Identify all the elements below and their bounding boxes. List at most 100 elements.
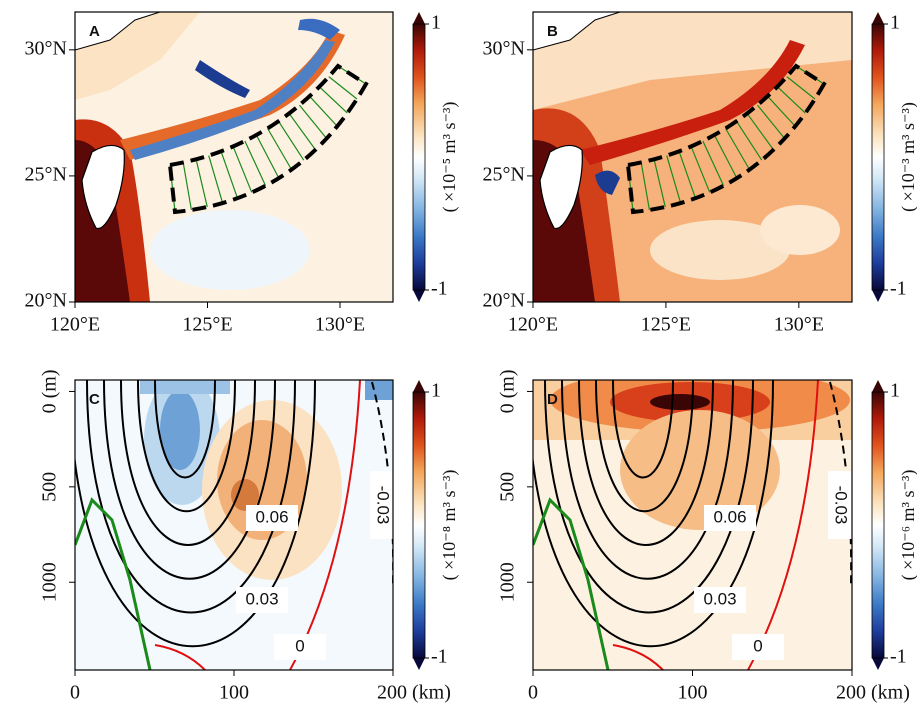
x-tick-label: 130°E: [774, 314, 824, 336]
contour-label: 0.03: [703, 589, 736, 608]
section-line: [309, 95, 338, 127]
colorbar-tip: [413, 12, 425, 24]
y-tick-label: 25°N: [483, 164, 525, 186]
x-tick-label: 100: [678, 682, 708, 704]
section-line: [735, 120, 763, 161]
section-line: [298, 104, 328, 139]
colorbar-label: ( ×10⁻⁸ m³ s⁻³): [439, 470, 460, 581]
colorbar-tip: [872, 380, 884, 392]
colorbar: [871, 23, 885, 291]
contour-line: [154, 380, 216, 479]
colorbar-tip: [413, 380, 425, 392]
panel-letter: A: [89, 23, 100, 40]
contour-line: [578, 380, 714, 546]
section-line: [690, 146, 711, 193]
contour-label-bg: [732, 634, 784, 660]
contour-label: 0.06: [255, 507, 288, 526]
section-line: [267, 128, 293, 170]
panel-letter: B: [547, 23, 558, 40]
y-tick-label: 30°N: [25, 37, 67, 59]
axes-frame: [74, 11, 394, 303]
contour-label: 0.03: [245, 589, 278, 608]
section-line: [746, 113, 774, 151]
section-line: [678, 151, 697, 199]
section-line: [725, 128, 751, 170]
contour-label-bg: [370, 471, 394, 539]
contour-label-bg: [704, 505, 756, 531]
colorbar-tick-label: 1: [890, 12, 900, 34]
x-tick-label: 130°E: [315, 314, 365, 336]
colorbar-tick-label: 1: [431, 380, 441, 402]
section-line: [702, 140, 725, 187]
colorbar-label: ( ×10⁻³ m³ s⁻³): [898, 102, 917, 212]
contour-zero: [154, 644, 206, 670]
axes-frame: [532, 11, 853, 303]
y-tick-label: 20°N: [25, 290, 67, 312]
section-line: [208, 155, 224, 204]
field-a: [75, 12, 393, 302]
section-line: [756, 104, 786, 139]
x-tick-label: 0: [528, 682, 538, 704]
section-line: [277, 120, 305, 161]
contour-line: [86, 380, 296, 614]
section-line: [255, 134, 280, 179]
section-line: [666, 155, 682, 204]
section-line: [640, 162, 650, 211]
contour-label-bg: [828, 471, 852, 539]
contour-line: [533, 380, 774, 647]
colorbar-tick-label: -1: [431, 278, 448, 300]
colorbar-tip: [872, 290, 884, 302]
topography: [75, 497, 152, 670]
contour-label-bg: [246, 505, 298, 531]
topography: [533, 497, 610, 670]
section-line: [713, 134, 738, 179]
y-tick-label: 0 (m): [39, 370, 61, 414]
contour-label: -0.03: [374, 486, 393, 525]
colorbar-tick-label: -1: [890, 278, 907, 300]
contour-line: [544, 380, 754, 614]
section-line: [653, 159, 666, 208]
section-line: [318, 86, 348, 114]
contour-label: -0.03: [832, 486, 851, 525]
y-tick-label: 500: [497, 472, 519, 502]
x-tick-label: 120°E: [50, 314, 100, 336]
y-tick-label: 500: [39, 472, 61, 502]
contour-label: 0: [753, 636, 762, 655]
contour-line: [561, 380, 734, 580]
contour-label: 0.06: [713, 507, 746, 526]
contours: [533, 380, 852, 670]
section-line: [328, 76, 358, 100]
x-tick-label: 125°E: [641, 314, 691, 336]
contour-line: [75, 380, 316, 647]
section-line: [288, 113, 316, 151]
contour-zero: [612, 644, 664, 670]
colorbar-label: ( ×10⁻⁵ m³ s⁻³): [439, 102, 460, 213]
y-tick-label: 30°N: [483, 37, 525, 59]
contour-label-bg: [236, 587, 288, 613]
section-line: [767, 95, 796, 127]
contour-line: [137, 380, 236, 513]
y-tick-label: 0 (m): [497, 370, 519, 414]
section-line: [182, 162, 192, 211]
contour-label: 0: [295, 636, 304, 655]
colorbar-tick-label: 1: [431, 12, 441, 34]
colorbar-tick-label: -1: [890, 646, 907, 668]
contour-line: [612, 380, 674, 479]
contour-label-bg: [694, 587, 746, 613]
region-box: [625, 63, 827, 215]
section-line: [786, 76, 816, 100]
colorbar-tick-label: 1: [890, 380, 900, 402]
x-tick-label: 100: [219, 682, 249, 704]
colorbar-tip: [413, 658, 425, 670]
panel-letter: D: [547, 391, 558, 408]
colorbar: [412, 391, 426, 659]
colorbar-label: ( ×10⁻⁶ m³ s⁻³): [898, 470, 917, 581]
y-tick-label: 25°N: [25, 164, 67, 186]
section-line: [244, 140, 267, 187]
colorbar-tip: [872, 12, 884, 24]
field-c: [75, 380, 393, 670]
x-tick-label: 125°E: [182, 314, 232, 336]
section-line: [220, 151, 239, 199]
colorbar: [412, 23, 426, 291]
